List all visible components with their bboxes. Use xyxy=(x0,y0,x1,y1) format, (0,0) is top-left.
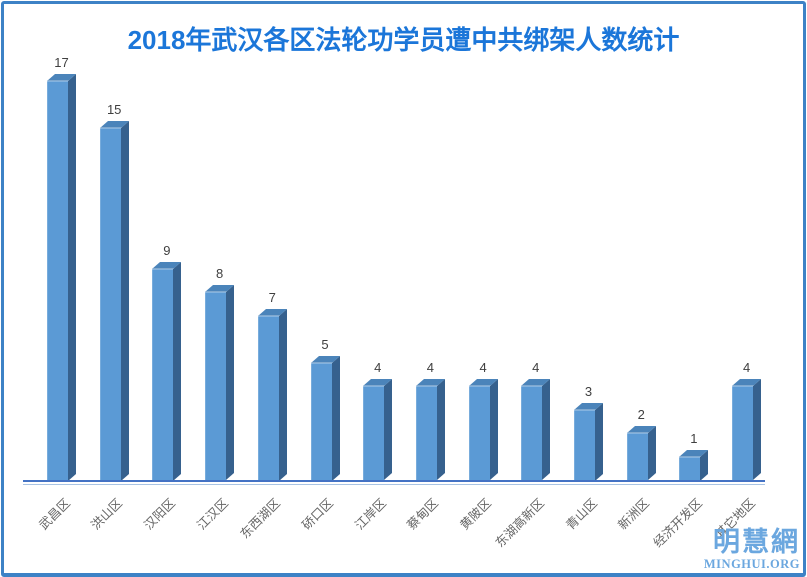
bar-front-face xyxy=(257,315,279,480)
bar-front-face xyxy=(679,456,701,480)
bar-front-face xyxy=(415,386,437,480)
bar-side-face xyxy=(489,379,498,480)
x-axis-line-light xyxy=(23,484,765,485)
bar-side-face xyxy=(120,120,129,480)
bar-front-face xyxy=(468,386,490,480)
bar-value-label: 4 xyxy=(742,360,751,375)
bar-side-face xyxy=(647,426,656,480)
minghui-watermark: 明慧網 MINGHUI.ORG xyxy=(703,526,800,571)
bar-front-face xyxy=(363,386,385,480)
bar-side-face xyxy=(226,285,235,480)
bar-side-face xyxy=(753,379,762,480)
bar-front-face xyxy=(99,127,121,480)
bar-value-label: 15 xyxy=(106,101,122,117)
bar-front-face xyxy=(574,409,595,480)
bar-front-face xyxy=(626,433,648,480)
bar-front-face xyxy=(152,268,174,480)
bar-value-label: 17 xyxy=(54,54,69,70)
bar-side-face xyxy=(331,355,340,480)
bar-front-face xyxy=(521,386,543,480)
bar-value-label: 4 xyxy=(479,360,487,375)
watermark-site-name-cn: 明慧網 xyxy=(713,526,800,557)
bar-side-face xyxy=(542,379,551,480)
bar-side-face xyxy=(595,402,603,480)
bar-front-face xyxy=(732,386,754,480)
bar-value-label: 2 xyxy=(637,407,645,422)
bar-value-label: 4 xyxy=(374,360,382,375)
chart-title: 2018年武汉各区法轮功学员遭中共绑架人数统计 xyxy=(127,25,680,55)
watermark-site-name-en: MINGHUI.ORG xyxy=(703,556,800,571)
bar-value-label: 5 xyxy=(321,336,329,352)
bar-side-face xyxy=(278,308,287,480)
bar-value-label: 8 xyxy=(215,266,224,281)
bar-side-face xyxy=(173,261,182,480)
bar-side-face xyxy=(436,379,445,480)
bar-side-face xyxy=(68,73,76,480)
bar-side-face xyxy=(384,379,393,480)
bar-value-label: 9 xyxy=(163,242,171,258)
bar-value-label: 3 xyxy=(584,383,593,399)
bar-value-label: 4 xyxy=(532,360,540,375)
bar-value-label: 4 xyxy=(426,360,434,375)
x-axis-line xyxy=(23,480,765,482)
bar-front-face xyxy=(310,362,332,480)
bar-front-face xyxy=(205,292,227,480)
bar-value-label: 7 xyxy=(268,289,276,305)
bar-front-face xyxy=(47,80,68,480)
bar-value-label: 1 xyxy=(690,430,698,446)
